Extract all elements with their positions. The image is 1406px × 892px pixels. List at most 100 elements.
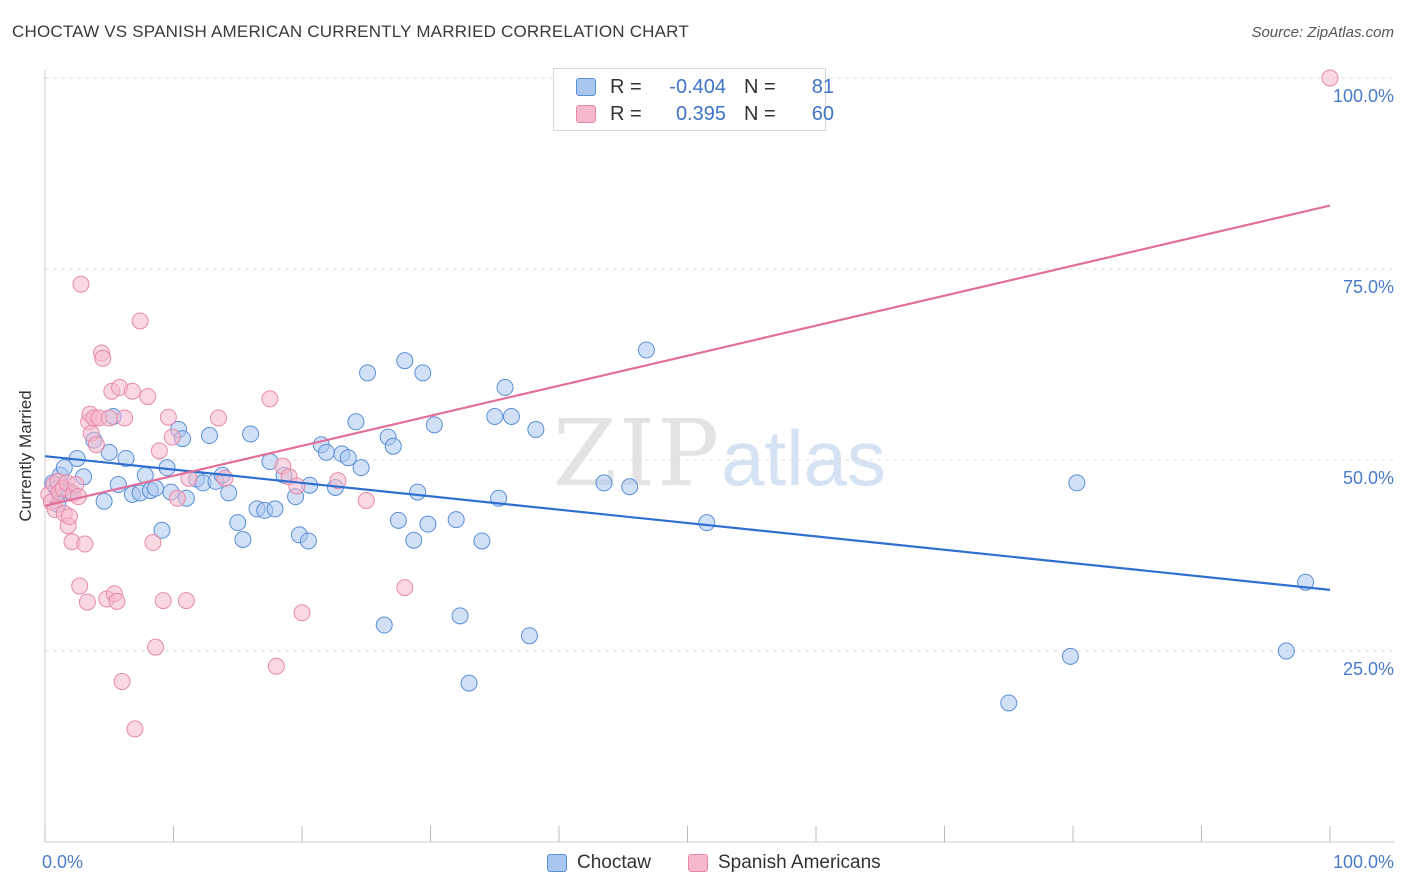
spanish-point xyxy=(94,349,112,367)
y-tick-label-50: 50.0% xyxy=(1342,468,1394,488)
choctaw-point xyxy=(496,378,514,396)
legend-r-value: -0.404 xyxy=(669,75,726,98)
spanish-point xyxy=(116,409,134,427)
spanish-swatch xyxy=(576,105,596,123)
spanish-point xyxy=(293,604,311,622)
watermark-atlas: atlas xyxy=(721,414,886,502)
spanish-point xyxy=(267,657,285,675)
spanish-point xyxy=(357,491,375,509)
choctaw-point xyxy=(405,531,423,549)
choctaw-point xyxy=(1068,474,1086,492)
y-axis-label: Currently Married xyxy=(16,390,35,522)
source-label: Source: ZipAtlas.com xyxy=(1251,24,1394,41)
choctaw-point xyxy=(520,627,538,645)
spanish-point xyxy=(154,592,172,610)
choctaw-legend-label: Choctaw xyxy=(577,852,651,873)
legend-n-value: 81 xyxy=(811,75,834,98)
spanish-point xyxy=(78,593,96,611)
choctaw-legend-swatch xyxy=(547,854,567,872)
choctaw-point xyxy=(396,352,414,370)
spanish-point xyxy=(1321,69,1339,87)
spanish-trend-line xyxy=(44,204,1331,507)
choctaw-point xyxy=(359,364,377,382)
choctaw-point xyxy=(527,420,545,438)
spanish-point xyxy=(131,312,149,330)
bottom-legend-choctaw: Choctaw xyxy=(547,852,651,874)
spanish-point xyxy=(150,442,168,460)
choctaw-point xyxy=(234,530,252,548)
choctaw-point xyxy=(486,407,504,425)
choctaw-point xyxy=(451,607,469,625)
choctaw-trend-line xyxy=(44,455,1331,591)
choctaw-point xyxy=(698,514,716,532)
choctaw-point xyxy=(220,484,238,502)
spanish-point xyxy=(71,577,89,595)
choctaw-point xyxy=(352,459,370,477)
x-tick-label-100: 100.0% xyxy=(1332,852,1394,872)
choctaw-point xyxy=(1061,647,1079,665)
choctaw-point xyxy=(375,616,393,634)
choctaw-point xyxy=(317,443,335,461)
legend-row-choctaw: R = -0.404 N = 81 xyxy=(576,75,834,99)
choctaw-point xyxy=(339,449,357,467)
chart-title: CHOCTAW VS SPANISH AMERICAN CURRENTLY MA… xyxy=(12,22,689,41)
choctaw-point xyxy=(266,500,284,518)
choctaw-point xyxy=(637,341,655,359)
choctaw-point xyxy=(384,437,402,455)
choctaw-point xyxy=(153,521,171,539)
y-tick-label-75: 75.0% xyxy=(1342,277,1394,297)
legend-r-label: R = xyxy=(610,75,642,98)
choctaw-point xyxy=(95,492,113,510)
choctaw-point xyxy=(414,364,432,382)
spanish-point xyxy=(123,382,141,400)
spanish-point xyxy=(144,534,162,552)
spanish-point xyxy=(60,508,78,526)
choctaw-point xyxy=(389,511,407,529)
spanish-point xyxy=(147,638,165,656)
spanish-point xyxy=(126,720,144,738)
spanish-point xyxy=(113,673,131,691)
choctaw-point xyxy=(229,514,247,532)
legend-r-value: 0.395 xyxy=(675,102,726,125)
legend-row-spanish: R = 0.395 N = 60 xyxy=(576,102,834,126)
choctaw-point xyxy=(409,483,427,501)
choctaw-point xyxy=(347,413,365,431)
spanish-legend-swatch xyxy=(688,854,708,872)
choctaw-point xyxy=(299,532,317,550)
choctaw-point xyxy=(147,479,165,497)
spanish-point xyxy=(396,579,414,597)
spanish-point xyxy=(209,409,227,427)
spanish-point xyxy=(163,428,181,446)
spanish-point xyxy=(100,409,118,427)
y-tick-label-25: 25.0% xyxy=(1342,659,1394,679)
y-tick-label-100: 100.0% xyxy=(1332,86,1394,106)
spanish-point xyxy=(288,477,306,495)
spanish-point xyxy=(159,408,177,426)
choctaw-point xyxy=(425,416,443,434)
x-tick-label-0: 0.0% xyxy=(42,852,84,872)
spanish-point xyxy=(139,388,157,406)
legend-r-label: R = xyxy=(610,102,642,125)
legend-n-label: N = xyxy=(744,75,776,98)
bottom-legend-spanish: Spanish Americans xyxy=(688,852,881,874)
spanish-point xyxy=(72,275,90,293)
correlation-legend: R = -0.404 N = 81 R = 0.395 N = 60 xyxy=(553,68,834,131)
spanish-point xyxy=(108,592,126,610)
spanish-point xyxy=(87,436,105,454)
spanish-point xyxy=(76,535,94,553)
spanish-legend-label: Spanish Americans xyxy=(718,852,881,873)
choctaw-point xyxy=(621,478,639,496)
choctaw-point xyxy=(447,511,465,529)
legend-n-label: N = xyxy=(744,102,776,125)
choctaw-point xyxy=(1000,694,1018,712)
choctaw-point xyxy=(595,474,613,492)
choctaw-point xyxy=(1277,642,1295,660)
choctaw-point xyxy=(419,515,437,533)
choctaw-point xyxy=(242,425,260,443)
legend-n-value: 60 xyxy=(811,102,834,125)
spanish-point xyxy=(168,489,186,507)
choctaw-point xyxy=(200,427,218,445)
choctaw-point xyxy=(100,443,118,461)
spanish-point xyxy=(329,472,347,490)
